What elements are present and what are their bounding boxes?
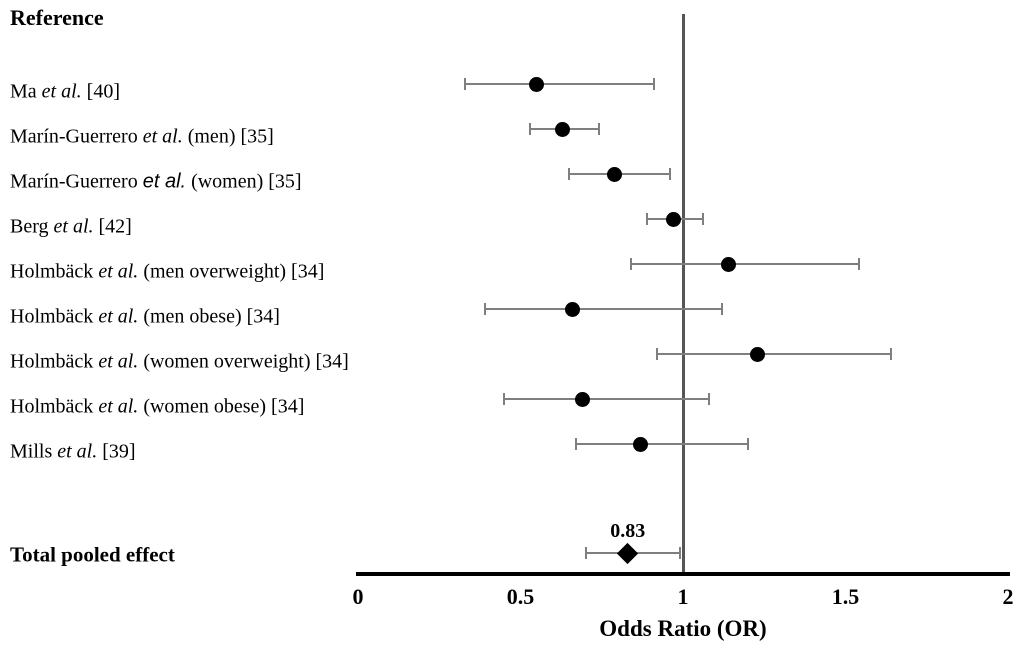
et-al-italic: et al. xyxy=(57,440,98,463)
study-label: Marín-Guerrero et al. (men) [35] xyxy=(10,125,274,148)
point-marker xyxy=(607,166,623,182)
x-tick-label-0.5: 0.5 xyxy=(506,584,535,609)
et-al-italic: et al. xyxy=(98,305,139,328)
ci-cap-right xyxy=(708,393,710,405)
ci-cap-left xyxy=(529,123,532,135)
et-al-italic: et al. xyxy=(41,80,82,103)
pooled-value-label: 0.83 xyxy=(610,520,646,542)
point-marker xyxy=(665,211,681,227)
et-al-italic: et al. xyxy=(98,260,139,283)
et-al-italic: et al. xyxy=(98,395,139,418)
et-al-italic: et al. xyxy=(53,215,94,238)
ci-cap-right xyxy=(890,348,892,360)
ci-cap-left xyxy=(646,213,649,225)
x-axis-line xyxy=(356,572,1010,576)
study-label: Berg et al. [42] xyxy=(10,215,132,238)
study-label: Holmbäck et al. (men overweight) [34] xyxy=(10,260,325,283)
pooled-effect-row-label: Total pooled effect xyxy=(10,542,175,567)
reference-line-or-1 xyxy=(681,14,685,572)
ci-cap-right xyxy=(597,123,600,135)
point-marker xyxy=(565,301,580,317)
ci-cap-left xyxy=(568,168,571,180)
ci-line xyxy=(575,443,748,445)
ci-cap-left xyxy=(584,547,587,559)
point-marker xyxy=(633,436,649,452)
x-tick-label-2: 2 xyxy=(1002,584,1014,609)
point-marker xyxy=(750,346,766,362)
study-label: Holmbäck et al. (men obese) [34] xyxy=(10,305,280,328)
ci-cap-left xyxy=(574,438,577,450)
ci-cap-right xyxy=(652,78,655,90)
study-label: Ma et al. [40] xyxy=(10,80,120,103)
x-axis-title: Odds Ratio (OR) xyxy=(599,616,767,641)
ci-cap-right xyxy=(701,213,704,225)
ci-cap-left xyxy=(656,348,658,360)
et-al-italic: et al. xyxy=(142,170,187,193)
ci-cap-left xyxy=(483,303,486,315)
et-al-italic: et al. xyxy=(142,125,183,148)
x-tick-label-1: 1 xyxy=(677,584,689,609)
ci-cap-left xyxy=(464,78,467,90)
ci-cap-right xyxy=(721,303,723,315)
point-marker xyxy=(574,391,590,407)
ci-cap-right xyxy=(669,168,671,180)
study-label: Holmbäck et al. (women overweight) [34] xyxy=(10,350,349,373)
study-label: Holmbäck et al. (women obese) [34] xyxy=(10,395,305,418)
ci-cap-left xyxy=(503,393,506,405)
ci-cap-right xyxy=(678,547,681,559)
study-label: Mills et al. [39] xyxy=(10,440,136,463)
reference-column-header: Reference xyxy=(10,5,104,30)
point-marker xyxy=(529,76,545,92)
ci-cap-left xyxy=(630,258,632,270)
ci-line xyxy=(657,353,891,355)
x-tick-label-0: 0 xyxy=(352,584,364,609)
x-tick-label-1.5: 1.5 xyxy=(831,584,860,609)
et-al-italic: et al. xyxy=(98,350,139,373)
ci-cap-right xyxy=(747,438,749,450)
ci-line xyxy=(465,83,654,85)
ci-cap-right xyxy=(857,258,860,270)
pooled-diamond-marker xyxy=(617,542,639,564)
ci-line xyxy=(504,398,709,400)
ci-line xyxy=(484,308,722,310)
ci-line xyxy=(631,263,859,265)
point-marker xyxy=(721,256,736,272)
point-marker xyxy=(555,121,571,137)
study-label: Marín-Guerrero et al. (women) [35] xyxy=(10,170,302,193)
